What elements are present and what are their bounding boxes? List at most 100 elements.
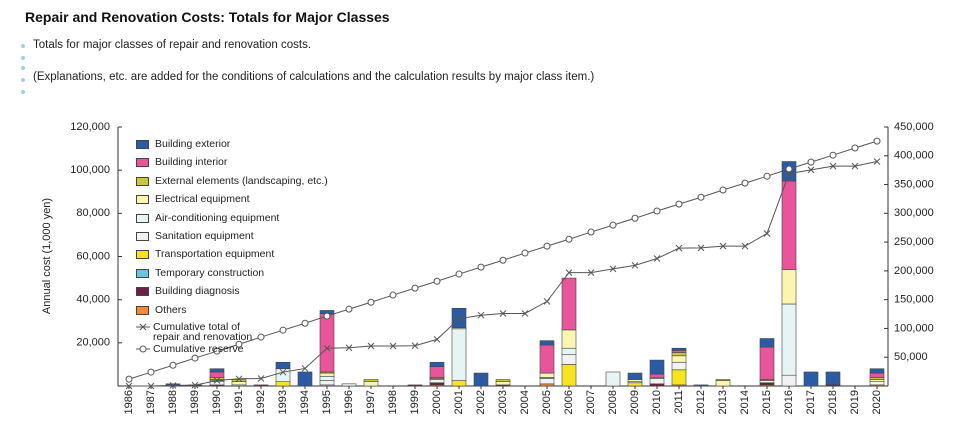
x-tick-label: 2004	[519, 390, 531, 414]
bar-segment	[319, 372, 335, 377]
y2-tick-label: 300,000	[894, 207, 934, 219]
x-tick-label: 1999	[409, 390, 421, 414]
bar-segment	[869, 368, 885, 374]
bar-segment	[209, 368, 225, 373]
x-tick-label: 2013	[717, 390, 729, 414]
bar-segment	[451, 328, 467, 381]
legend-label: External elements (landscaping, etc.)	[155, 174, 328, 187]
marker	[763, 172, 771, 180]
note: (Explanations, etc. are added for the co…	[33, 71, 595, 83]
bar-segment	[649, 383, 665, 387]
x-tick-label: 2005	[541, 390, 553, 414]
x-tick-label: 2016	[783, 390, 795, 414]
bar-segment	[715, 379, 731, 381]
legend-label: Building exterior	[155, 138, 231, 150]
y2-tick-label: 50,000	[894, 351, 928, 363]
marker	[609, 221, 617, 229]
legend-swatch	[136, 250, 149, 260]
marker	[433, 336, 441, 343]
legend-item: Building interior	[136, 156, 328, 174]
marker	[851, 144, 859, 152]
bar-segment	[561, 364, 577, 387]
marker	[367, 298, 375, 306]
marker	[345, 305, 353, 313]
bar-segment	[781, 303, 797, 376]
bar-segment	[869, 377, 885, 380]
marker	[631, 214, 639, 222]
bar-segment	[869, 372, 885, 378]
marker	[169, 382, 177, 389]
legend-swatch	[136, 305, 149, 315]
legend-label: Temporary construction	[155, 266, 265, 279]
bar-segment	[275, 361, 291, 370]
bar-segment	[561, 354, 577, 365]
bullet	[21, 78, 25, 82]
marker	[631, 262, 639, 269]
marker	[697, 244, 705, 252]
x-tick-label: 1991	[233, 390, 245, 414]
bar-segment	[671, 350, 687, 353]
x-tick-label: 1988	[167, 390, 179, 414]
marker	[763, 230, 771, 237]
x-tick-label: 2020	[871, 390, 883, 414]
legend-swatch	[136, 287, 149, 297]
marker	[477, 311, 485, 319]
marker	[587, 228, 595, 236]
x-tick-label: 2003	[497, 390, 509, 414]
x-tick-label: 2008	[607, 390, 619, 414]
marker	[543, 242, 551, 250]
legend-swatch	[136, 140, 149, 149]
bar-segment	[363, 379, 379, 382]
legend-item: Electrical equipment	[136, 193, 328, 211]
note: Totals for major classes of repair and r…	[33, 39, 312, 51]
x-tick-label: 2015	[761, 390, 773, 414]
x-tick-label: 2010	[651, 390, 663, 414]
x-tick-label: 1987	[145, 390, 157, 414]
bar-segment	[759, 338, 775, 348]
marker	[235, 375, 243, 383]
bar-segment	[759, 382, 775, 386]
legend-item: Cumulative reserve	[136, 344, 328, 362]
x-tick-label: 1986	[123, 390, 135, 414]
legend-item: Building diagnosis	[136, 285, 328, 303]
legend-marker	[136, 323, 150, 331]
bullet	[21, 90, 25, 94]
marker	[807, 158, 815, 166]
legend-item: Temporary construction	[136, 267, 328, 285]
bar-segment	[209, 381, 225, 386]
marker	[257, 375, 265, 382]
bar-segment	[231, 381, 247, 386]
legend-label: Cumulative reserve	[153, 342, 244, 355]
x-tick-label: 1997	[365, 390, 377, 414]
bar-segment	[561, 329, 577, 349]
legend-marker	[136, 345, 150, 353]
marker	[213, 377, 221, 384]
y-tick-label: 40,000	[76, 294, 110, 306]
marker	[565, 235, 573, 243]
legend-item: Air-conditioning equipment	[136, 212, 328, 230]
bar-segment	[231, 379, 247, 382]
bar-segment	[781, 374, 797, 387]
bar-segment	[759, 380, 775, 384]
legend-label: Others	[155, 303, 187, 316]
y-tick-label: 80,000	[76, 207, 110, 219]
marker	[741, 242, 749, 250]
bar-segment	[671, 355, 687, 363]
marker	[455, 315, 463, 323]
legend: Building exterior Building interior Extern…	[136, 138, 328, 362]
bar-segment	[649, 373, 665, 378]
bar-segment	[495, 381, 511, 386]
bar-segment	[825, 371, 841, 386]
y2-tick-label: 100,000	[894, 322, 934, 334]
y2-tick-label: 450,000	[894, 121, 934, 133]
marker	[785, 165, 793, 173]
marker	[125, 382, 133, 390]
legend-label: Sanitation equipment	[155, 229, 254, 242]
marker	[323, 344, 331, 352]
bar-segment	[539, 378, 555, 385]
bar-segment	[605, 371, 621, 387]
marker	[477, 263, 485, 271]
bar-segment	[759, 346, 775, 380]
bar-segment	[319, 380, 335, 386]
